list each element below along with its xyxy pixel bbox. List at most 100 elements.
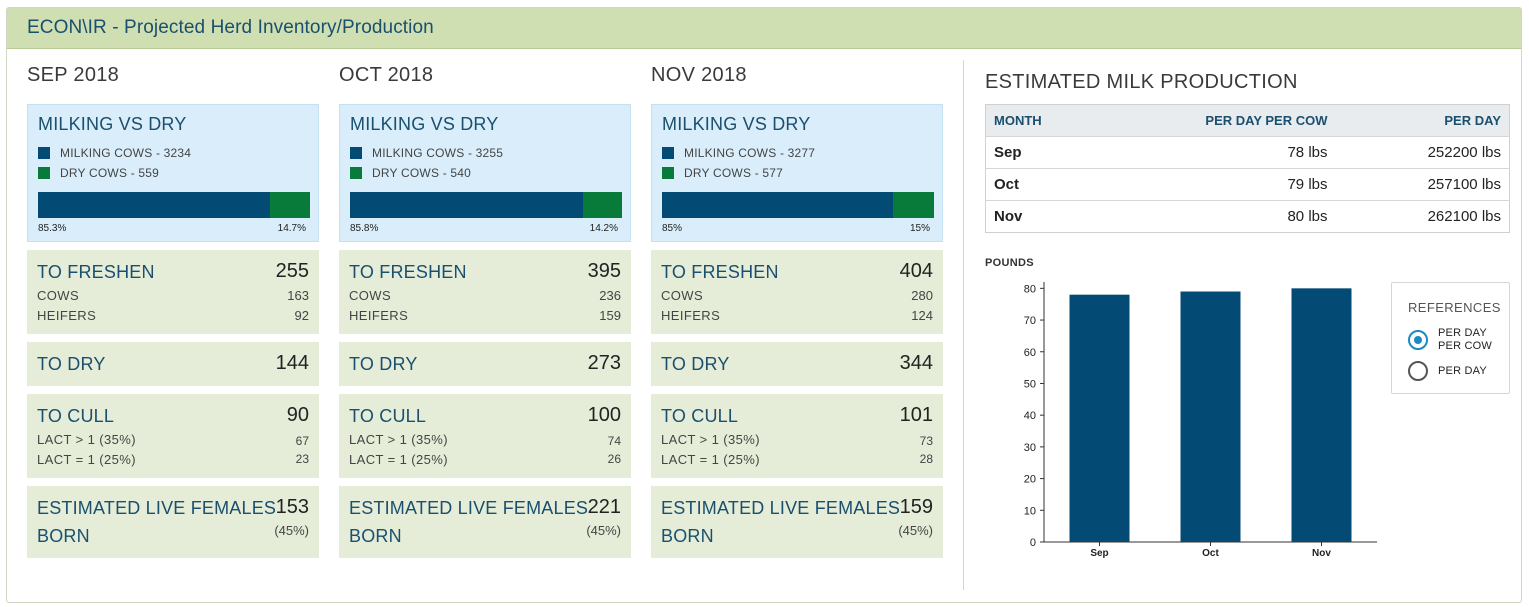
- live-females-title: ESTIMATED LIVE FEMALES: [661, 498, 901, 518]
- y-tick-label: 70: [1024, 315, 1036, 327]
- lact-eq1-value: 23: [295, 452, 309, 466]
- dry-bar-segment: [893, 192, 934, 218]
- dry-pct-label: 14.7%: [277, 223, 306, 234]
- reference-option-per-day[interactable]: PER DAY: [1408, 361, 1487, 381]
- legend-dry: DRY COWS - 577: [662, 166, 783, 180]
- dry-swatch-icon: [38, 167, 50, 179]
- milking-pct-label: 85%: [662, 223, 683, 234]
- to-freshen-card: TO FRESHEN 255 COWS 163 HEIFERS 92: [27, 250, 319, 334]
- table-header-row: MONTH PER DAY PER COW PER DAY: [985, 104, 1510, 137]
- cows-value: 280: [911, 288, 933, 303]
- milking-vs-dry-card: MILKING VS DRY MILKING COWS - 3234 DRY C…: [27, 104, 319, 242]
- to-freshen-title: TO FRESHEN: [349, 262, 467, 282]
- cows-value: 236: [599, 288, 621, 303]
- to-dry-card: TO DRY 144: [27, 342, 319, 386]
- to-dry-value: 144: [275, 352, 309, 374]
- dry-pct-label: 14.2%: [589, 223, 618, 234]
- chart-bar: [1180, 291, 1241, 542]
- dry-cows-label: DRY COWS - 577: [684, 166, 784, 180]
- milk-production-table: MONTH PER DAY PER COW PER DAY Sep 78 lbs…: [985, 104, 1510, 233]
- heifers-value: 92: [294, 308, 309, 323]
- month-title: SEP 2018: [27, 64, 120, 86]
- to-cull-value: 101: [899, 404, 933, 426]
- month-column-sep: SEP 2018 MILKING VS DRY MILKING COWS - 3…: [27, 64, 319, 558]
- milking-cows-label: MILKING COWS - 3234: [60, 146, 192, 160]
- dry-bar-segment: [270, 192, 310, 218]
- heifers-label: HEIFERS: [349, 308, 409, 323]
- to-freshen-card: TO FRESHEN 395 COWS 236 HEIFERS 159: [339, 250, 631, 334]
- reference-option-per-day-per-cow[interactable]: PER DAY PER COW: [1408, 327, 1492, 353]
- month-title: OCT 2018: [339, 64, 434, 86]
- x-tick-label: Nov: [1312, 548, 1331, 559]
- y-tick-label: 40: [1024, 410, 1036, 422]
- radio-checked-icon[interactable]: [1408, 330, 1428, 350]
- x-tick-label: Sep: [1090, 548, 1108, 559]
- milking-bar-segment: [38, 192, 271, 218]
- dry-swatch-icon: [350, 167, 362, 179]
- table-row: Sep 78 lbs 252200 lbs: [985, 136, 1510, 169]
- col-per-day-per-cow-header: PER DAY PER COW: [1135, 104, 1336, 137]
- live-females-title-born: BORN: [349, 526, 402, 546]
- to-cull-title: TO CULL: [661, 406, 739, 426]
- lact-eq1-label: LACT = 1 (25%): [37, 452, 136, 467]
- table-row: Nov 80 lbs 262100 lbs: [985, 200, 1510, 233]
- to-freshen-card: TO FRESHEN 404 COWS 280 HEIFERS 124: [651, 250, 943, 334]
- live-females-title-born: BORN: [37, 526, 90, 546]
- to-dry-value: 273: [587, 352, 621, 374]
- live-females-value: 159: [899, 496, 933, 518]
- lact-eq1-label: LACT = 1 (25%): [661, 452, 760, 467]
- cows-value: 163: [287, 288, 309, 303]
- dry-cows-label: DRY COWS - 559: [60, 166, 160, 180]
- to-cull-card: TO CULL 90 LACT > 1 (35%) 67 LACT = 1 (2…: [27, 394, 319, 478]
- dry-swatch-icon: [662, 167, 674, 179]
- y-tick-label: 50: [1024, 378, 1036, 390]
- milking-swatch-icon: [38, 147, 50, 159]
- to-freshen-value: 395: [587, 260, 621, 282]
- cows-label: COWS: [349, 288, 392, 303]
- to-dry-title: TO DRY: [37, 354, 106, 374]
- legend-milking: MILKING COWS - 3234: [38, 146, 191, 160]
- legend-milking: MILKING COWS - 3277: [662, 146, 815, 160]
- lact-gt1-label: LACT > 1 (35%): [661, 432, 760, 447]
- section-divider: [963, 60, 964, 590]
- cell-month: Oct: [985, 168, 1136, 201]
- milking-swatch-icon: [350, 147, 362, 159]
- milking-vs-dry-title: MILKING VS DRY: [38, 114, 187, 134]
- heifers-value: 159: [599, 308, 621, 323]
- references-panel: REFERENCES PER DAY PER COW PER DAY: [1391, 282, 1510, 394]
- lact-gt1-value: 73: [919, 434, 933, 448]
- to-freshen-value: 404: [899, 260, 933, 282]
- chart-y-axis-label: POUNDS: [985, 257, 1034, 269]
- live-females-pct: (45%): [898, 523, 933, 538]
- reference-option-label: PER DAY PER COW: [1438, 327, 1492, 353]
- cell-per-day: 262100 lbs: [1335, 200, 1510, 233]
- y-tick-label: 0: [1030, 537, 1036, 549]
- milking-dry-bar: [350, 192, 622, 218]
- dry-cows-label: DRY COWS - 540: [372, 166, 472, 180]
- dry-pct-label: 15%: [909, 223, 930, 234]
- live-females-card: ESTIMATED LIVE FEMALES BORN 221 (45%): [339, 486, 631, 558]
- to-cull-title: TO CULL: [349, 406, 427, 426]
- live-females-value: 221: [587, 496, 621, 518]
- to-dry-card: TO DRY 273: [339, 342, 631, 386]
- cell-month: Sep: [985, 136, 1136, 169]
- lact-gt1-value: 67: [295, 434, 309, 448]
- table-row: Oct 79 lbs 257100 lbs: [985, 168, 1510, 201]
- cows-label: COWS: [37, 288, 80, 303]
- panel-header: ECON\IR - Projected Herd Inventory/Produ…: [7, 8, 1521, 49]
- milking-pct-label: 85.8%: [350, 223, 379, 234]
- lact-eq1-value: 26: [607, 452, 621, 466]
- cell-per-day: 257100 lbs: [1335, 168, 1510, 201]
- to-cull-card: TO CULL 101 LACT > 1 (35%) 73 LACT = 1 (…: [651, 394, 943, 478]
- milking-pct-label: 85.3%: [38, 223, 67, 234]
- chart-bar: [1291, 288, 1352, 542]
- live-females-pct: (45%): [274, 523, 309, 538]
- y-tick-label: 80: [1024, 283, 1036, 295]
- live-females-title: ESTIMATED LIVE FEMALES: [37, 498, 277, 518]
- radio-unchecked-icon[interactable]: [1408, 361, 1428, 381]
- y-tick-label: 10: [1024, 505, 1036, 517]
- to-cull-card: TO CULL 100 LACT > 1 (35%) 74 LACT = 1 (…: [339, 394, 631, 478]
- milking-swatch-icon: [662, 147, 674, 159]
- milking-vs-dry-title: MILKING VS DRY: [350, 114, 499, 134]
- legend-milking: MILKING COWS - 3255: [350, 146, 503, 160]
